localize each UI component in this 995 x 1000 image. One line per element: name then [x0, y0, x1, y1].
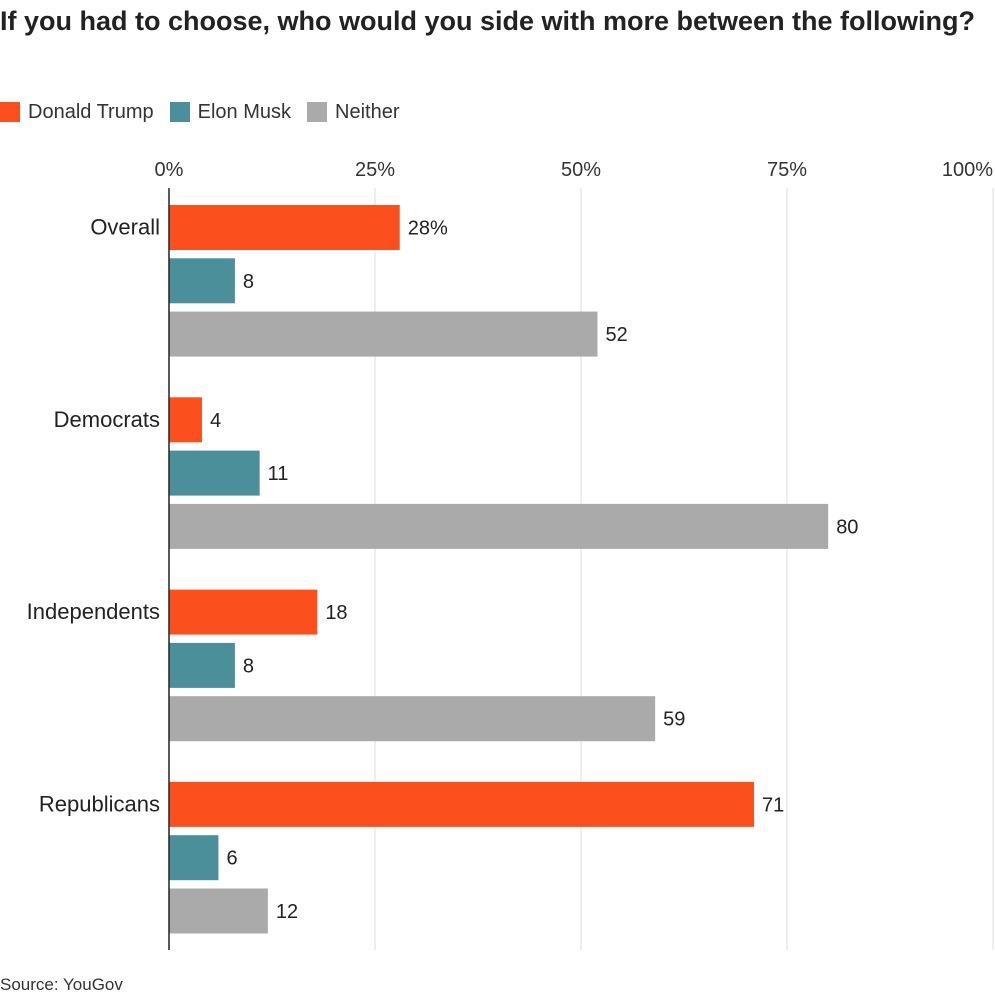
legend-swatch-elon-musk [169, 102, 190, 122]
legend-label-elon-musk: Elon Musk [197, 100, 291, 123]
data-label: 12 [276, 901, 298, 923]
legend-item-donald-trump: Donald Trump [0, 101, 154, 124]
bar-republicans-donald-trump [169, 781, 755, 827]
x-tick-label: 25% [355, 159, 395, 181]
bar-independents-neither [169, 696, 656, 742]
data-label: 71 [762, 794, 784, 816]
x-tick-label: 0% [155, 159, 184, 181]
legend-swatch-neither [307, 102, 327, 122]
data-label: 18 [325, 602, 347, 624]
bar-republicans-neither [169, 888, 268, 934]
bar-overall-neither [169, 311, 598, 357]
bar-democrats-neither [169, 503, 829, 549]
data-label: 4 [210, 410, 221, 432]
legend-swatch-donald-trump [0, 102, 20, 122]
data-label: 8 [243, 655, 254, 677]
bar-overall-elon-musk [169, 258, 235, 304]
x-tick-label: 100% [942, 159, 993, 181]
bar-overall-donald-trump [169, 205, 400, 250]
data-label: 28% [408, 218, 448, 240]
category-label-republicans: Republicans [39, 791, 160, 816]
legend-label-neither: Neither [335, 100, 400, 123]
x-tick-label: 75% [767, 159, 807, 181]
source-note: Source: YouGov [0, 975, 123, 994]
data-label: 11 [268, 463, 289, 485]
data-label: 80 [836, 516, 858, 538]
category-label-overall: Overall [90, 215, 160, 240]
data-label: 52 [605, 324, 627, 346]
data-label: 8 [243, 271, 254, 293]
data-label: 6 [226, 848, 237, 870]
data-label: 59 [663, 709, 685, 731]
legend-item-elon-musk: Elon Musk [169, 100, 291, 124]
legend-label-donald-trump: Donald Trump [28, 100, 154, 123]
bar-democrats-donald-trump [169, 397, 202, 443]
bar-republicans-elon-musk [169, 835, 219, 881]
bar-independents-donald-trump [169, 589, 318, 635]
legend-item-neither: Neither [307, 101, 399, 124]
category-label-independents: Independents [27, 599, 160, 624]
x-tick-label: 50% [561, 159, 601, 181]
legend: Donald Trump Elon Musk Neither [0, 98, 415, 126]
chart-title: If you had to choose, who would you side… [0, 6, 976, 36]
bar-independents-elon-musk [169, 642, 235, 688]
bar-democrats-elon-musk [169, 450, 260, 496]
category-label-democrats: Democrats [54, 407, 160, 432]
